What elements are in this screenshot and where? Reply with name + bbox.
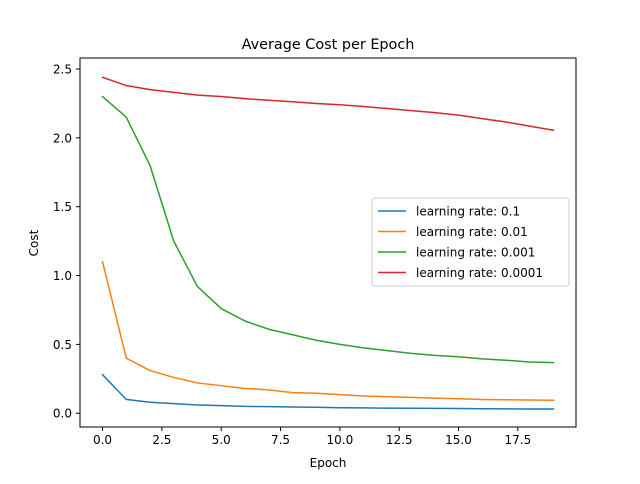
y-tick-label: 2.5 <box>53 63 72 77</box>
x-tick-label: 0.0 <box>93 433 112 447</box>
series-line-3 <box>101 76 555 132</box>
y-tick-label: 0.5 <box>53 338 72 352</box>
x-axis: 0.0 2.5 5.0 7.5 10.0 12.5 15.0 17.5 <box>93 427 531 447</box>
axes-frame <box>79 57 577 428</box>
legend-box <box>371 197 570 287</box>
y-tick-label: 0.0 <box>53 407 72 421</box>
x-tick-label: 5.0 <box>212 433 231 447</box>
y-tick-label: 1.0 <box>53 269 72 283</box>
x-tick-label: 12.5 <box>386 433 413 447</box>
legend-label-3: learning rate: 0.0001 <box>416 266 543 280</box>
legend-label-1: learning rate: 0.01 <box>416 225 528 239</box>
x-axis-label: Epoch <box>310 456 347 470</box>
y-tick-label: 1.5 <box>53 200 72 214</box>
y-axis: 0.0 0.5 1.0 1.5 2.0 2.5 <box>53 63 80 421</box>
legend-label-0: learning rate: 0.1 <box>416 205 520 219</box>
x-tick-label: 2.5 <box>152 433 171 447</box>
y-axis-label: Cost <box>27 229 41 256</box>
series-line-2 <box>101 95 555 364</box>
x-tick-label: 10.0 <box>327 433 354 447</box>
legend: learning rate: 0.1 learning rate: 0.01 lea… <box>371 197 570 287</box>
y-tick-label: 2.0 <box>53 131 72 145</box>
x-tick-label: 7.5 <box>271 433 290 447</box>
series-lines <box>101 76 555 410</box>
x-tick-label: 15.0 <box>445 433 472 447</box>
legend-label-2: learning rate: 0.001 <box>416 246 535 260</box>
plot-area <box>79 57 577 428</box>
x-tick-label: 17.5 <box>504 433 531 447</box>
series-line-0 <box>101 373 555 410</box>
series-line-1 <box>101 260 555 402</box>
chart-title: Average Cost per Epoch <box>242 37 415 53</box>
